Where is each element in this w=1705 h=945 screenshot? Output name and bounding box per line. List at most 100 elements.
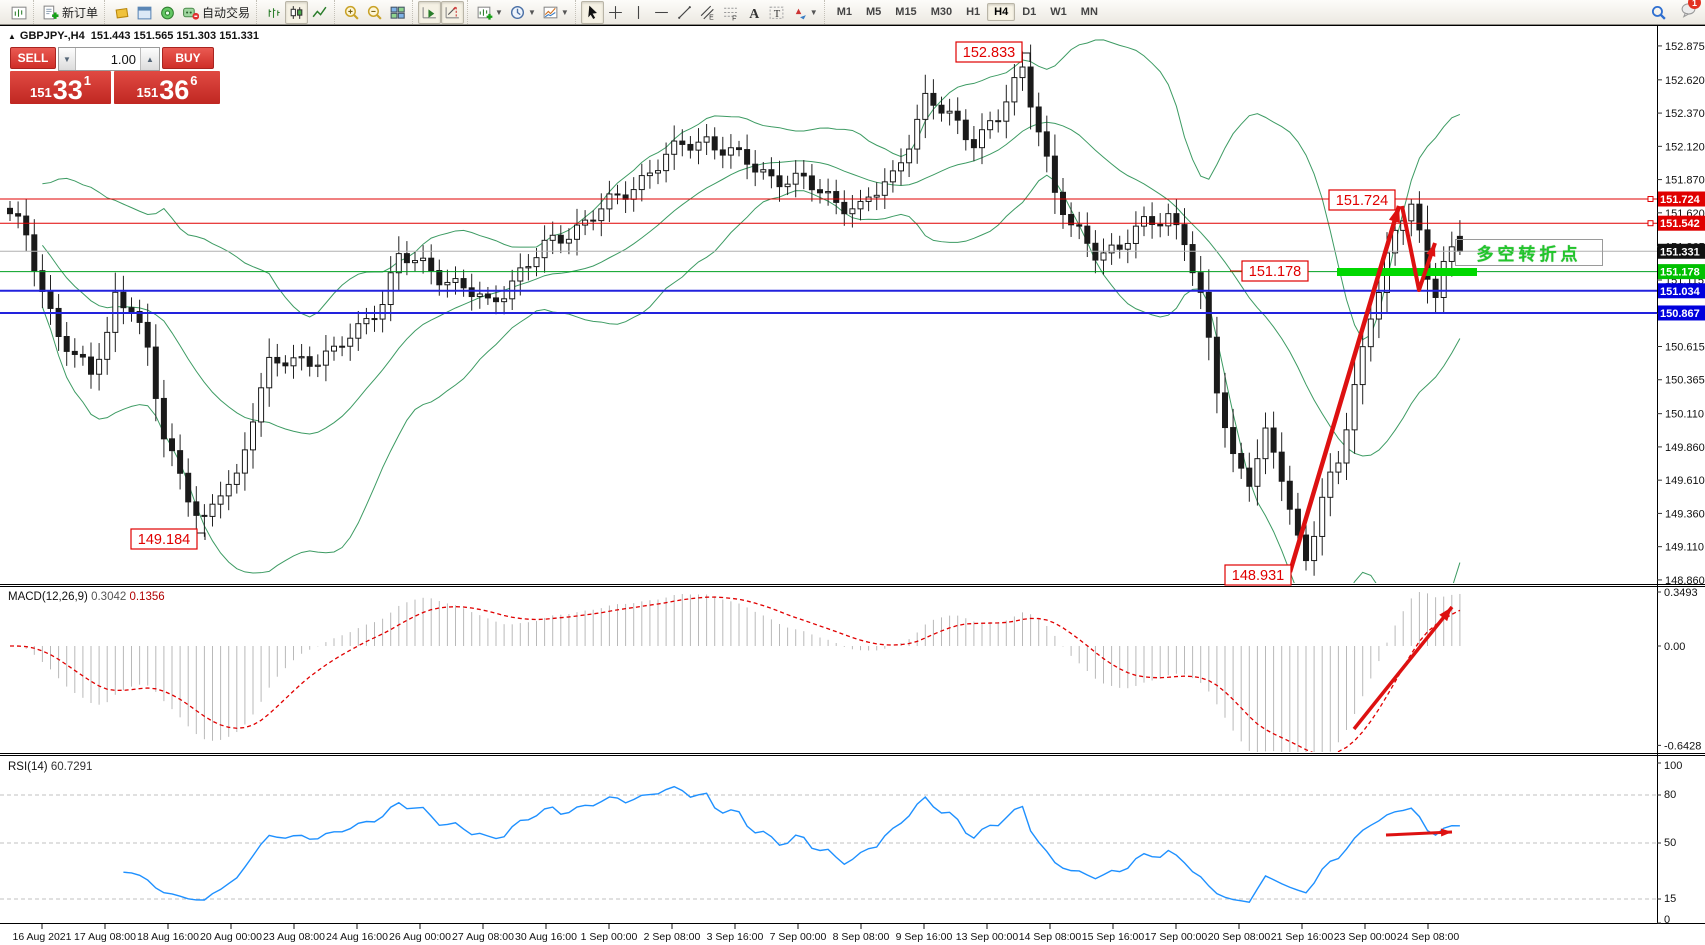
periods-button[interactable]: ▼ — [506, 1, 539, 24]
candle — [355, 323, 362, 339]
arrows-button[interactable]: ▼ — [788, 1, 821, 24]
rsi-line — [123, 785, 1460, 903]
candle — [1408, 203, 1415, 222]
sell-price-panel[interactable]: 151 33 1 — [10, 71, 111, 104]
svg-text:151.724: 151.724 — [1660, 194, 1701, 206]
candle — [987, 120, 994, 131]
price-annotation[interactable]: 151.178 — [1230, 260, 1309, 282]
timeframe-button-h1[interactable]: H1 — [966, 6, 981, 18]
autotrading-button[interactable]: 自动交易 — [179, 1, 253, 24]
timeframe-button-m5[interactable]: M5 — [866, 6, 882, 18]
timeframe-button-m1[interactable]: M1 — [836, 6, 852, 18]
candle — [1205, 291, 1212, 338]
metaeditor-icon[interactable] — [110, 1, 133, 24]
candle — [1335, 462, 1342, 473]
candle — [47, 290, 54, 309]
buy-button[interactable]: BUY — [162, 47, 214, 69]
candle — [493, 297, 499, 303]
candle — [517, 267, 524, 282]
candle — [1270, 427, 1277, 453]
timeframe-button-m15[interactable]: M15 — [895, 6, 917, 18]
fibonacci-button[interactable]: F — [719, 1, 742, 24]
macd-arrow[interactable] — [1352, 605, 1454, 731]
tile-windows-button[interactable] — [386, 1, 409, 24]
candle — [1448, 246, 1455, 262]
bollinger-middle — [42, 121, 1461, 457]
rally-arrow[interactable] — [1287, 205, 1402, 573]
timeframe-button-d1[interactable]: D1 — [1022, 6, 1037, 18]
bar-chart-button[interactable] — [262, 1, 285, 24]
buy-price-panel[interactable]: 151 36 6 — [114, 71, 220, 104]
candle — [533, 257, 540, 268]
zoom-in-button[interactable] — [340, 1, 363, 24]
horizontal-line-button[interactable] — [650, 1, 673, 24]
search-button[interactable] — [1647, 1, 1670, 24]
hline-glyph — [654, 11, 668, 13]
zoomin-glyph — [344, 5, 359, 20]
price-annotation[interactable]: 152.833 — [955, 41, 1031, 63]
timeframe-button-mn[interactable]: MN — [1080, 6, 1098, 18]
templates-button[interactable]: ▼ — [539, 1, 572, 24]
signal-icon[interactable] — [156, 1, 179, 24]
candle — [152, 346, 159, 399]
auto-scroll-button[interactable] — [418, 0, 442, 24]
svg-text:150.365: 150.365 — [1665, 375, 1705, 387]
chart-window-icon[interactable] — [7, 1, 30, 24]
candle — [889, 170, 896, 183]
toolbar-group — [412, 0, 467, 24]
line-handle[interactable] — [1647, 220, 1654, 227]
candle — [241, 449, 248, 474]
candle — [282, 362, 289, 367]
equidistant-channel-button[interactable]: E — [696, 1, 719, 24]
data-window-icon[interactable] — [133, 1, 156, 24]
text-label-button[interactable]: T — [765, 1, 788, 24]
line-handle[interactable] — [1647, 196, 1654, 202]
collapse-triangle-icon[interactable]: ▲ — [8, 32, 16, 41]
candle — [1043, 131, 1050, 157]
rsi-arrow[interactable] — [1385, 828, 1453, 837]
candle — [1108, 244, 1115, 254]
price-annotation[interactable]: 149.184 — [130, 528, 206, 550]
svg-text:15: 15 — [1664, 893, 1676, 905]
volume-input[interactable]: 1.00 — [110, 51, 136, 67]
new-order-button[interactable]: 新订单 — [39, 1, 101, 24]
candlestick-chart-button[interactable] — [285, 0, 309, 24]
green-support-bar[interactable] — [1337, 268, 1477, 276]
candle — [744, 149, 751, 165]
svg-text:148.860: 148.860 — [1665, 575, 1705, 587]
dropdown-caret-icon[interactable]: ▼ — [495, 7, 503, 17]
datawin-glyph — [137, 6, 152, 19]
notifications-button[interactable]: 1 — [1680, 0, 1701, 23]
vertical-line-button[interactable] — [627, 1, 650, 24]
dropdown-caret-icon[interactable]: ▼ — [560, 7, 569, 17]
timeframe-button-h4[interactable]: H4 — [987, 3, 1016, 21]
candle — [1432, 278, 1439, 298]
svg-text:3 Sep 16:00: 3 Sep 16:00 — [707, 931, 764, 943]
candle — [784, 183, 791, 188]
volume-decrease-button[interactable]: ▼ — [59, 48, 76, 70]
cursor-button[interactable] — [580, 0, 604, 24]
turning-point-annotation[interactable]: 多空转折点 — [1455, 239, 1603, 266]
timeframe-button-m30[interactable]: M30 — [930, 6, 953, 18]
new-chart-button[interactable]: ▼ — [473, 1, 506, 24]
trendline-button[interactable] — [673, 1, 696, 24]
zoom-out-button[interactable] — [363, 1, 386, 24]
candle — [209, 503, 216, 517]
dropdown-caret-icon[interactable]: ▼ — [809, 7, 818, 17]
candle — [1011, 77, 1018, 103]
volume-increase-button[interactable]: ▲ — [140, 48, 159, 70]
dropdown-caret-icon[interactable]: ▼ — [527, 7, 536, 17]
timeframe-button-w1[interactable]: W1 — [1050, 6, 1067, 18]
pullback-bounce-arrow[interactable] — [1400, 205, 1437, 292]
svg-text:17 Sep 00:00: 17 Sep 00:00 — [1145, 931, 1208, 943]
crosshair-button[interactable] — [604, 1, 627, 24]
line-chart-button[interactable] — [308, 1, 331, 24]
text-button[interactable]: A — [742, 1, 765, 24]
chart-shift-button[interactable] — [441, 0, 465, 24]
svg-text:2 Sep 08:00: 2 Sep 08:00 — [644, 931, 701, 943]
candle — [15, 213, 22, 217]
sell-button[interactable]: SELL — [10, 47, 56, 69]
price-annotation[interactable]: 151.724 — [1328, 189, 1396, 211]
price-annotation[interactable]: 148.931 — [1224, 564, 1292, 586]
